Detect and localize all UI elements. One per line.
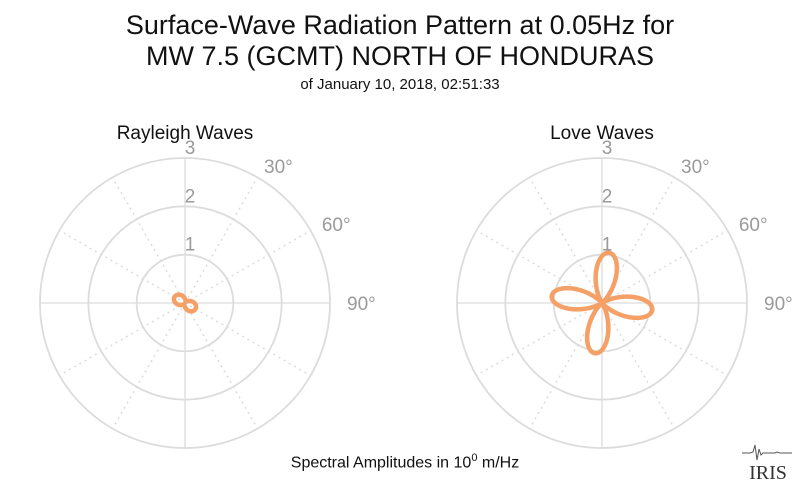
- radial-tick-label: 3: [602, 138, 613, 159]
- angle-gridline: [184, 302, 259, 429]
- radial-gridline: [135, 253, 235, 353]
- radial-gridline: [504, 205, 700, 401]
- units-footer: Spectral Amplitudes in 100 m/Hz: [0, 452, 800, 472]
- angle-gridline: [59, 229, 186, 304]
- radial-tick-label: 2: [185, 186, 196, 207]
- radial-gridline: [456, 157, 748, 449]
- units-exponent: 0: [471, 452, 478, 464]
- angle-gridline: [601, 229, 728, 304]
- polar-chart-title: Rayleigh Waves: [117, 123, 254, 144]
- chart-title-line1: Surface-Wave Radiation Pattern at 0.05Hz…: [125, 10, 675, 40]
- radial-tick-label: 1: [185, 235, 196, 256]
- angle-tick-label: 90°: [764, 294, 793, 315]
- polar-chart-title: Love Waves: [550, 123, 654, 144]
- radiation-pattern-curve: [171, 292, 199, 314]
- angle-tick-label: 30°: [681, 157, 710, 178]
- event-date-subtitle: of January 10, 2018, 02:51:33: [300, 76, 500, 93]
- iris-logo-text: IRIS: [749, 462, 787, 484]
- angle-gridline: [111, 177, 186, 304]
- radial-gridline: [39, 157, 331, 449]
- radiation-pattern-curve: [549, 250, 655, 356]
- chart-title-line2: MW 7.5 (GCMT) NORTH OF HONDURAS: [146, 41, 654, 71]
- radial-tick-label: 1: [602, 235, 613, 256]
- radial-tick-label: 2: [602, 186, 613, 207]
- angle-tick-label: 90°: [347, 294, 376, 315]
- units-prefix: Spectral Amplitudes in: [290, 454, 454, 472]
- angle-gridline: [476, 302, 603, 377]
- angle-gridline: [184, 302, 311, 377]
- polar-chart-love: Love Waves 1 2 3 30° 60° 90°: [456, 123, 793, 449]
- units-base: 10: [453, 454, 472, 472]
- angle-tick-label: 30°: [264, 157, 293, 178]
- angle-tick-label: 60°: [739, 215, 768, 236]
- angle-gridline: [111, 302, 186, 429]
- angle-gridline: [601, 302, 676, 429]
- angle-gridline: [528, 177, 603, 304]
- iris-seismogram-logo-icon: IRIS: [742, 444, 792, 484]
- units-suffix: m/Hz: [477, 454, 520, 472]
- polar-chart-rayleigh: Rayleigh Waves 1 2 3 30° 60° 90°: [39, 123, 376, 449]
- angle-gridline: [184, 229, 311, 304]
- radial-gridline: [87, 205, 283, 401]
- angle-tick-label: 60°: [322, 215, 351, 236]
- radial-tick-label: 3: [185, 138, 196, 159]
- angle-gridline: [184, 177, 259, 304]
- angle-gridline: [59, 302, 186, 377]
